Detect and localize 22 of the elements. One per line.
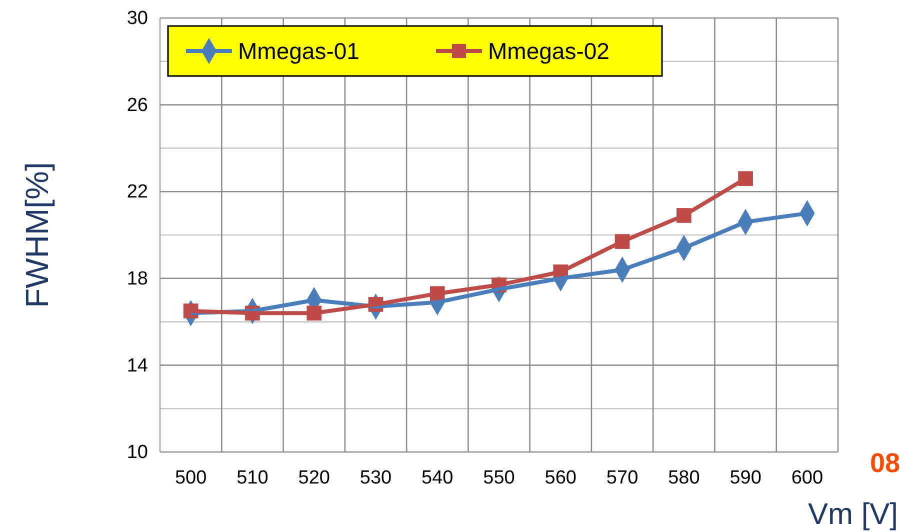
y-tick-label: 26 [126,94,148,116]
x-tick-label: 550 [483,467,515,488]
x-tick-label: 530 [360,467,392,488]
x-tick-label: 500 [174,467,207,488]
x-tick-label: 510 [236,467,268,488]
x-tick-label: 580 [668,467,700,488]
legend-label: Mmegas-02 [488,38,610,64]
text: 08 [870,448,900,478]
y-tick-label: 18 [126,268,148,290]
y-tick-label: 22 [126,182,148,203]
x-tick-label: 600 [791,467,824,488]
y-tick-label: 14 [126,355,148,376]
legend-label: Mmegas-01 [238,38,360,64]
x-tick-label: 520 [298,467,330,488]
y-axis-title: FWHM[%] [19,162,55,308]
x-axis-title: Vm [V] [808,498,898,531]
y-tick-label: 10 [126,442,148,464]
x-tick-label: 540 [422,467,454,488]
x-tick-label: 560 [544,467,576,488]
x-tick-label: 590 [730,467,762,488]
y-tick-label: 30 [126,8,148,30]
x-tick-label: 570 [606,467,638,488]
